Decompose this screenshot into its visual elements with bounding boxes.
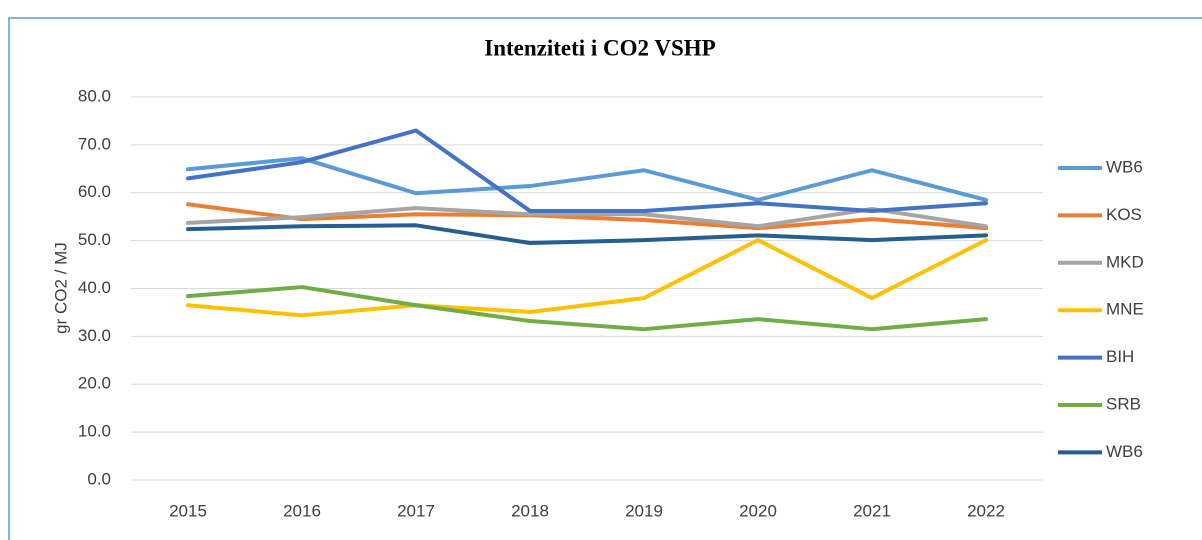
series-line (186, 223, 988, 246)
x-tick-label: 2021 (853, 501, 891, 520)
frame (8, 17, 1202, 540)
series-line (186, 238, 988, 318)
legend-label: MNE (1106, 300, 1144, 319)
x-tick-label: 2016 (283, 501, 321, 520)
legend-label: BIH (1106, 347, 1134, 366)
x-tick-label: 2020 (739, 501, 777, 520)
legend-label: SRB (1106, 394, 1141, 413)
series-line (186, 202, 988, 231)
y-tick-label: 60.0 (78, 182, 111, 201)
y-tick-label: 0.0 (87, 469, 111, 488)
legend-label: WB6 (1106, 157, 1143, 176)
series-line (186, 156, 988, 202)
series-line (186, 206, 988, 229)
series-line (186, 285, 988, 332)
y-tick-label: 70.0 (78, 134, 111, 153)
legend-label: WB6 (1106, 442, 1143, 461)
x-tick-label: 2018 (511, 501, 549, 520)
chart-title: Intenziteti i CO2 VSHP (484, 35, 715, 60)
y-tick-label: 20.0 (78, 374, 111, 393)
series-line (186, 128, 988, 213)
y-axis-label: gr CO2 / MJ (51, 242, 70, 334)
x-tick-label: 2017 (397, 501, 435, 520)
x-tick-label: 2022 (967, 501, 1005, 520)
x-tick-label: 2019 (625, 501, 663, 520)
y-tick-label: 40.0 (78, 278, 111, 297)
y-tick-label: 80.0 (78, 86, 111, 105)
y-tick-label: 30.0 (78, 326, 111, 345)
y-tick-label: 50.0 (78, 230, 111, 249)
y-tick-label: 10.0 (78, 422, 111, 441)
legend-label: KOS (1106, 205, 1142, 224)
legend-label: MKD (1106, 252, 1144, 271)
x-tick-label: 2015 (169, 501, 207, 520)
